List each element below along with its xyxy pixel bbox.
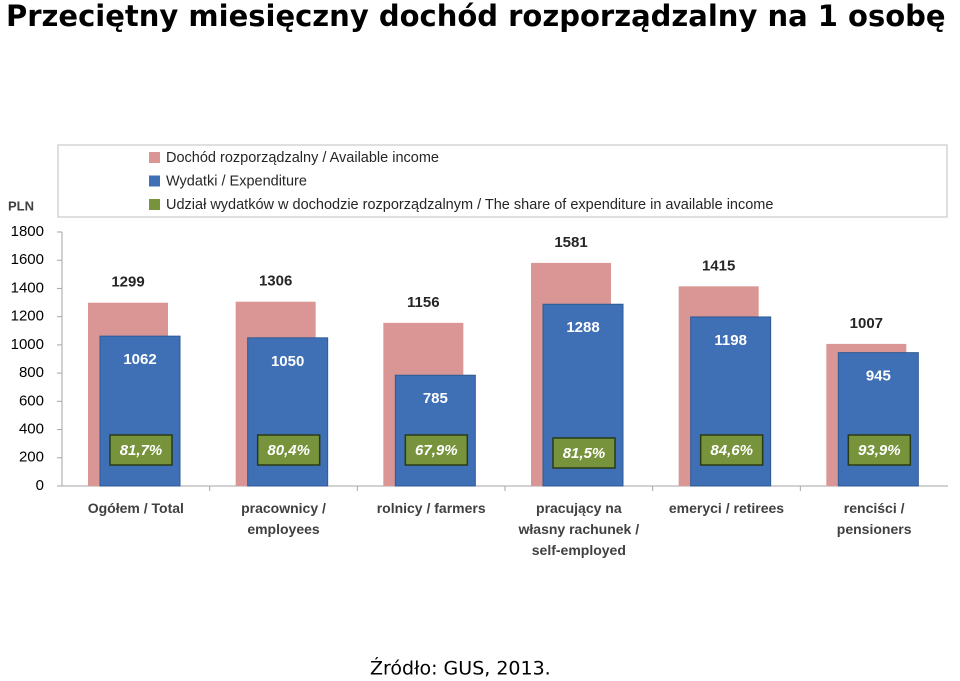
legend-marker	[149, 152, 160, 163]
data-label: 1050	[271, 353, 304, 370]
data-label: 1415	[702, 257, 735, 274]
share-box	[847, 434, 912, 466]
source: Źródło: GUS, 2013.	[370, 657, 551, 680]
y-tick-label: 600	[19, 392, 44, 409]
share-box	[699, 434, 764, 466]
data-label: 1288	[566, 319, 599, 336]
data-label: 1306	[259, 273, 292, 290]
data-label: 1007	[850, 315, 883, 332]
share-box	[404, 434, 469, 466]
share-label: 84,6%	[710, 442, 753, 459]
legend-marker	[149, 199, 160, 210]
page-title: Przeciętny miesięczny dochód rozporządza…	[6, 0, 946, 33]
x-tick-label: rolnicy / farmers	[376, 500, 486, 516]
share-label: 81,7%	[120, 442, 163, 459]
data-label: 1156	[407, 294, 440, 311]
y-tick-label: 1400	[11, 279, 44, 296]
x-tick-label: Ogółem / Total	[87, 500, 184, 516]
y-axis-label: PLN	[8, 198, 34, 213]
x-tick-label: emeryci / retirees	[668, 500, 785, 516]
share-label: 81,5%	[563, 445, 606, 462]
share-box	[256, 434, 321, 466]
data-label: 1198	[714, 332, 747, 349]
y-tick-label: 800	[19, 364, 44, 381]
x-tick-label: pracownicy / employees	[241, 500, 326, 537]
x-tick-label: pracujący na własny rachunek / self-empl…	[518, 500, 640, 558]
share-label: 80,4%	[267, 442, 310, 459]
bar	[394, 374, 476, 487]
share-box	[552, 437, 616, 469]
data-label: 945	[866, 368, 891, 385]
share-label: 67,9%	[415, 442, 458, 459]
legend-label: Udział wydatków w dochodzie rozporządzal…	[166, 197, 773, 213]
share-label: 93,9%	[858, 442, 901, 459]
y-tick-label: 1000	[11, 336, 44, 353]
share-box	[109, 434, 173, 466]
y-tick-label: 1800	[11, 223, 44, 240]
x-tick-label: renciści / pensioners	[836, 500, 912, 537]
data-label: 1299	[111, 274, 144, 291]
y-tick-label: 200	[19, 449, 44, 466]
y-tick-label: 1200	[11, 308, 44, 325]
legend-label: Wydatki / Expenditure	[166, 173, 307, 189]
legend-marker	[149, 175, 160, 187]
y-tick-label: 0	[36, 477, 44, 494]
legend-box	[57, 144, 948, 218]
legend-label: Dochód rozporządzalny / Available income	[166, 150, 439, 166]
y-tick-label: 400	[19, 421, 44, 438]
data-label: 785	[423, 390, 448, 407]
data-label: 1581	[554, 234, 587, 251]
data-label: 1062	[123, 351, 156, 368]
y-tick-label: 1600	[11, 251, 44, 268]
